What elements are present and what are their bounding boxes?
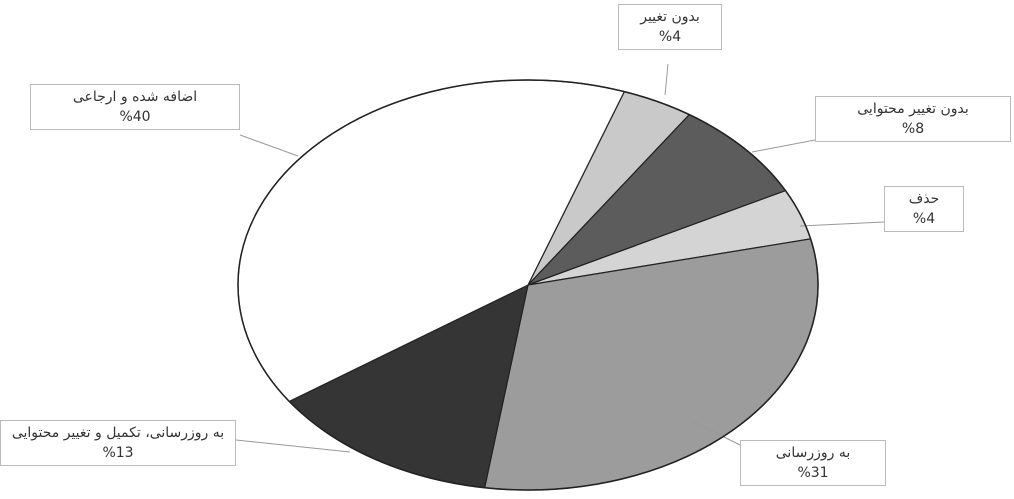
slice-label: به روزرسانی %31 — [740, 440, 886, 486]
pie-outline — [237, 79, 819, 491]
category-label: بدون تغییر — [640, 9, 700, 25]
value-label: %4 — [658, 29, 682, 45]
category-label: حذف — [908, 191, 940, 207]
value-label: %31 — [797, 465, 829, 481]
value-label: %40 — [119, 109, 151, 125]
slice-label: بدون تغییر %4 — [618, 4, 722, 50]
slice-label: به روزرسانی، تکمیل و تغییر محتوایی %13 — [0, 420, 236, 466]
category-label: بدون تغییر محتوایی — [857, 101, 969, 117]
leader-line — [239, 134, 299, 157]
leader-line — [664, 63, 669, 96]
leader-line — [235, 439, 351, 453]
category-label: به روزرسانی، تکمیل و تغییر محتوایی — [11, 425, 225, 441]
value-label: %4 — [912, 211, 936, 227]
category-label: به روزرسانی — [775, 445, 851, 461]
value-label: %8 — [901, 121, 925, 137]
category-label: اضافه شده و ارجاعی — [72, 89, 198, 105]
leader-line — [751, 139, 816, 153]
leader-line — [689, 419, 741, 446]
slice-label: بدون تغییر محتوایی %8 — [815, 96, 1011, 142]
leader-line — [799, 221, 885, 227]
value-label: %13 — [102, 445, 134, 461]
slice-label: اضافه شده و ارجاعی %40 — [30, 84, 240, 130]
slice-label: حذف %4 — [884, 186, 964, 232]
